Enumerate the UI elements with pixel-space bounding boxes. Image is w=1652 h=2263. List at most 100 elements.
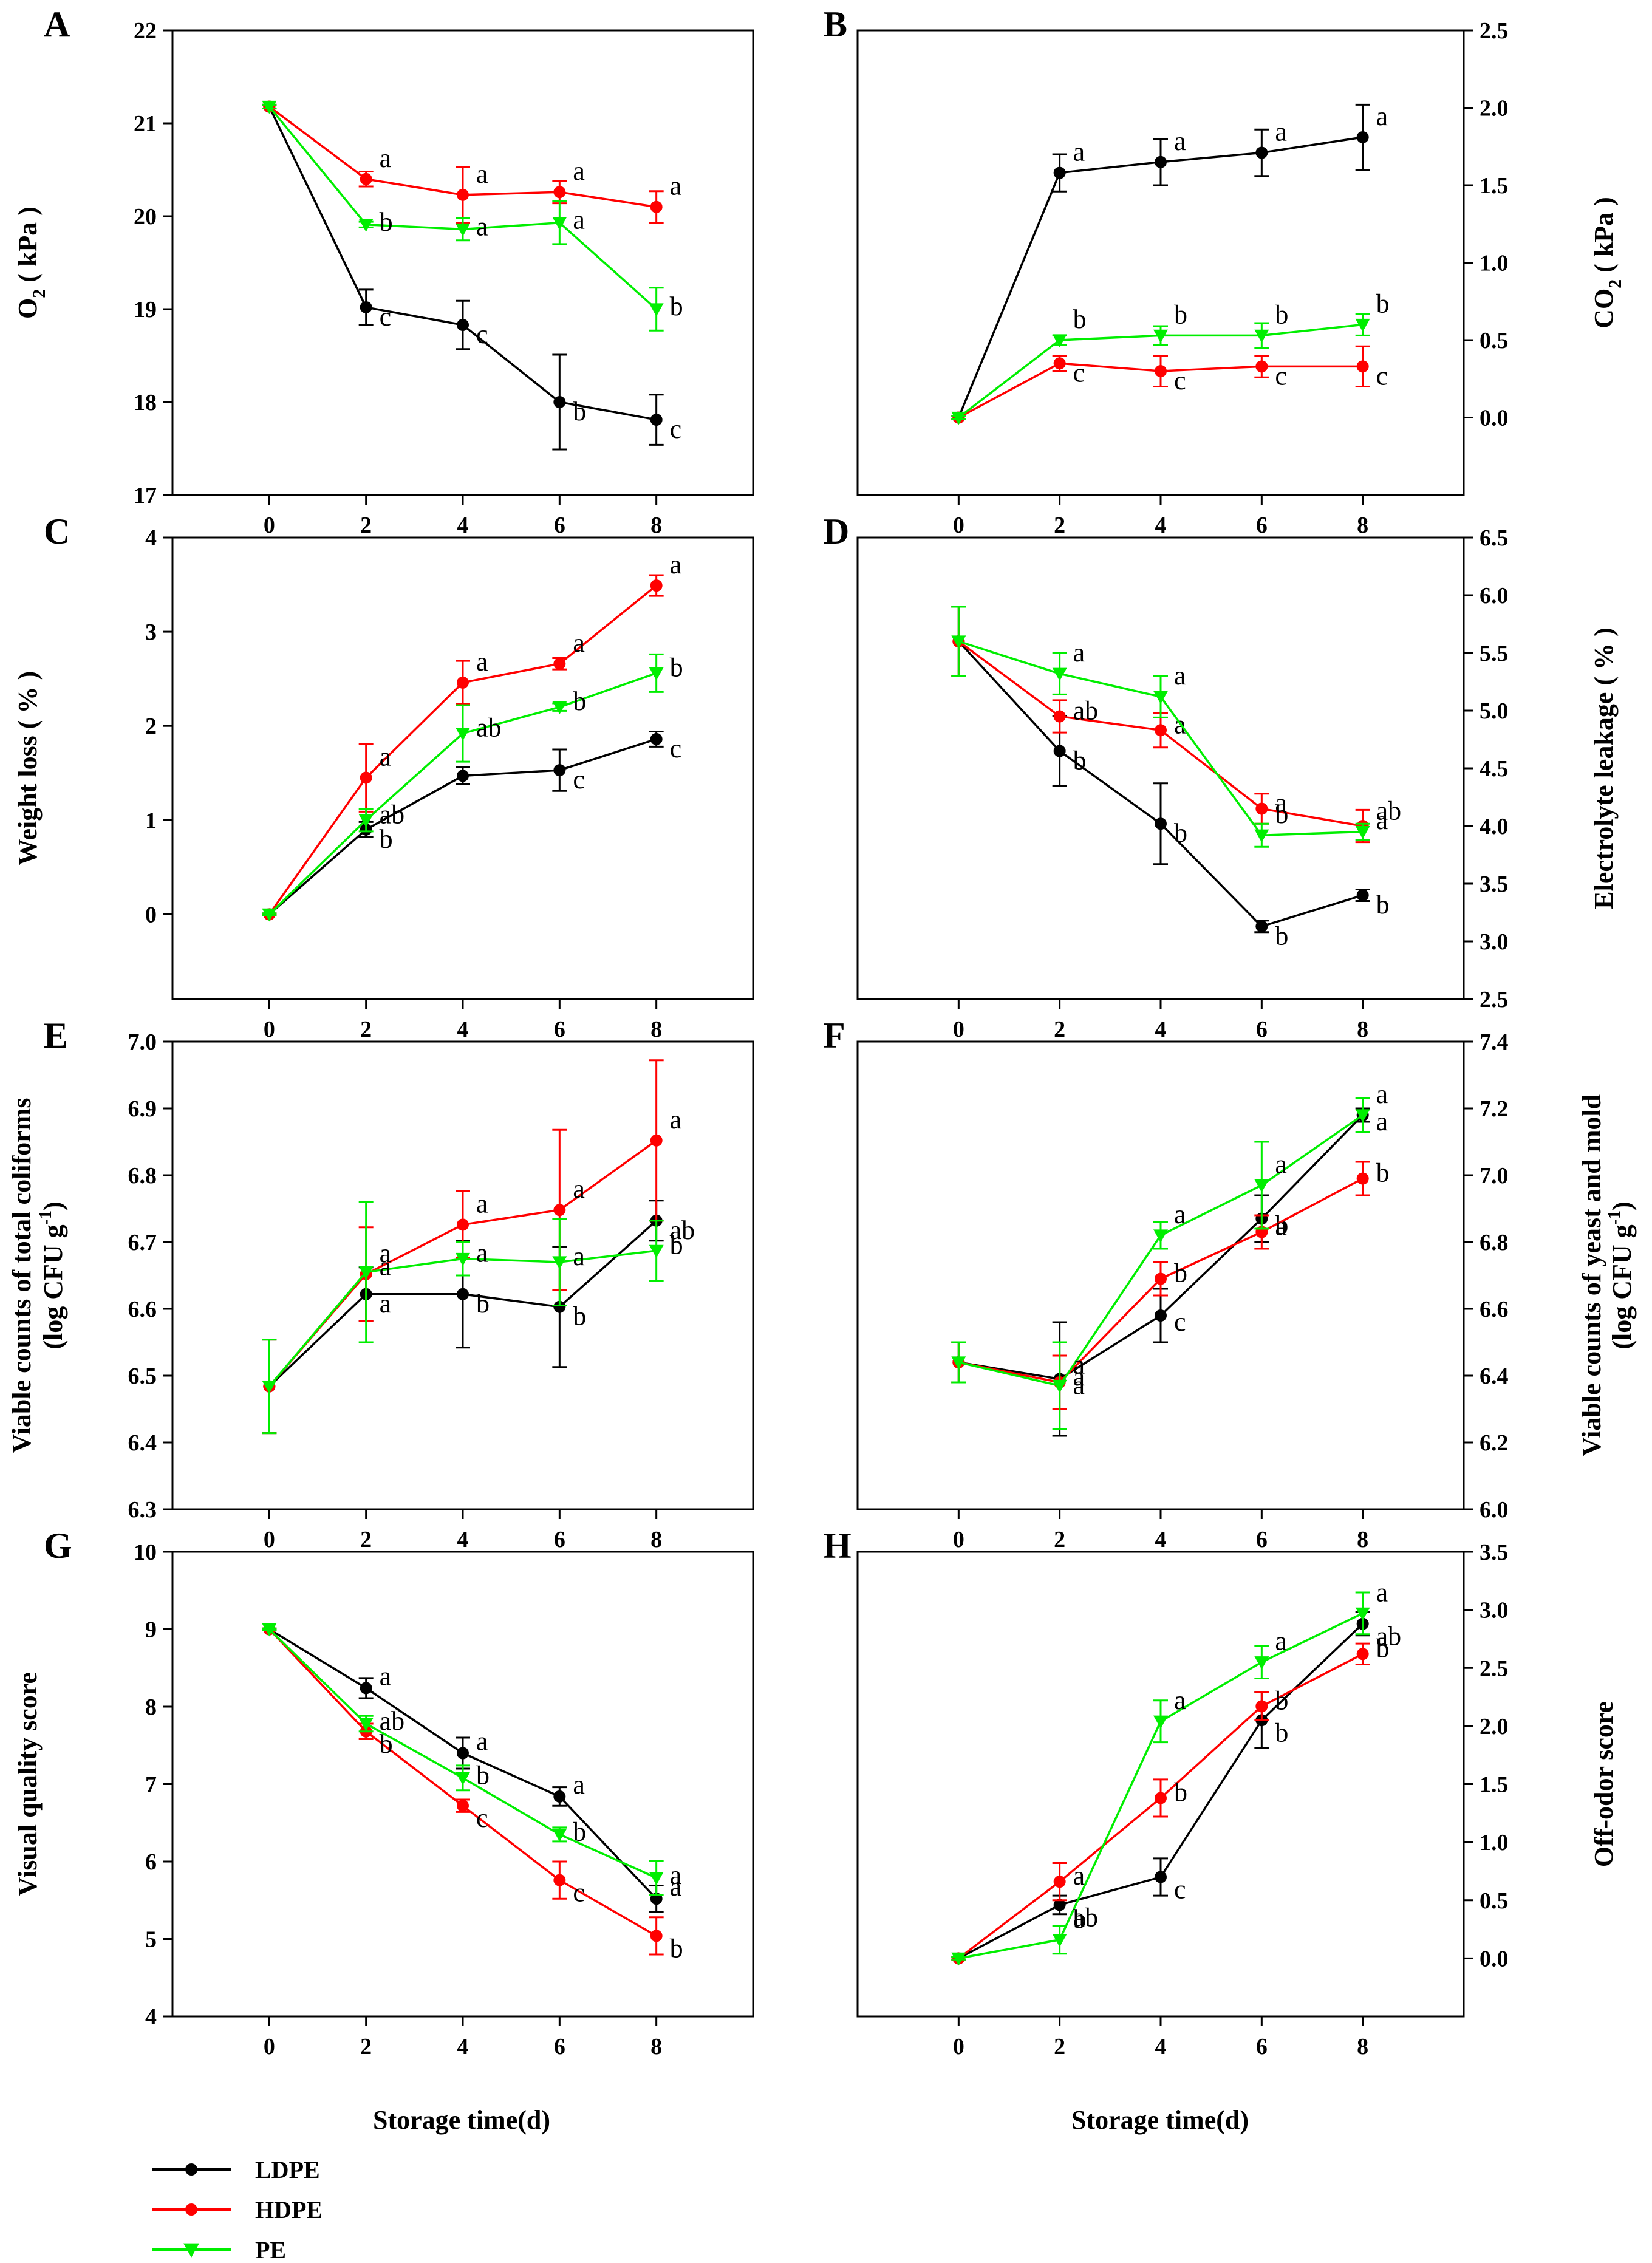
x-tick-label: 6 [1256, 1017, 1268, 1042]
x-tick-label: 4 [1155, 1017, 1167, 1042]
y-axis-title: CO2 ( kPa ) [1589, 197, 1625, 329]
significance-label: a [1275, 1626, 1287, 1656]
data-point [262, 908, 277, 922]
y-tick-label: 6.5 [128, 1364, 157, 1389]
y-tick-label: 1.5 [1480, 173, 1509, 199]
data-point [1052, 334, 1067, 347]
data-point [951, 411, 966, 425]
series-hdpe: ab aaa [951, 606, 1388, 844]
x-tick-label: 6 [1256, 513, 1268, 538]
significance-label: a [573, 205, 585, 235]
significance-label: c [476, 319, 488, 349]
y-axis-title: Viable counts of yeast and mold [1577, 1094, 1606, 1456]
y-tick-label: 2.0 [1480, 96, 1509, 121]
data-point [649, 667, 664, 681]
significance-label: c [476, 1803, 488, 1833]
x-axis-title: Storage time(d) [373, 2105, 550, 2135]
data-point [1356, 1648, 1369, 1661]
y-tick-label: 22 [134, 18, 157, 44]
x-tick-label: 4 [1155, 513, 1167, 538]
y-tick-label: 5 [145, 1927, 157, 1953]
data-point [650, 1930, 663, 1942]
x-tick-label: 0 [953, 1017, 964, 1042]
data-point [358, 814, 374, 828]
data-point [358, 1718, 374, 1732]
y-axis-unit-text: (log CFU g [1607, 1224, 1637, 1349]
data-point [1356, 889, 1369, 901]
significance-label: b [573, 1817, 586, 1846]
data-point [1356, 360, 1369, 373]
data-point [358, 1266, 374, 1280]
significance-label: a [1073, 137, 1085, 167]
y-tick-label: 7.4 [1480, 1029, 1509, 1055]
y-tick-label: 6.5 [1480, 525, 1509, 551]
y-tick-label: 6.8 [128, 1163, 157, 1189]
significance-label: ab [1376, 796, 1402, 826]
significance-label: b [670, 292, 683, 321]
x-tick-label: 8 [1357, 513, 1368, 538]
y-tick-label: 6.6 [128, 1297, 157, 1322]
data-point [1355, 1109, 1370, 1122]
significance-label: b [573, 397, 586, 426]
data-point [456, 1772, 470, 1786]
x-tick-label: 4 [457, 1017, 469, 1042]
significance-label: b [670, 1933, 683, 1963]
y-tick-label: 9 [145, 1617, 157, 1643]
series-line [268, 738, 657, 915]
x-tick-label: 0 [264, 513, 275, 538]
data-point [650, 414, 663, 426]
chart-panel-f: F 6.0 6.2 6.4 6.6 6.8 7.0 7.2 7.4 0 2 4 6 8 Viable cou… [823, 1015, 1637, 1552]
data-point [951, 1952, 966, 1966]
plot-frame [171, 29, 754, 496]
data-point [1254, 329, 1269, 343]
x-tick-label: 8 [650, 1527, 662, 1552]
data-point [553, 396, 566, 408]
data-point [1355, 1607, 1370, 1621]
x-tick-label: 4 [457, 1527, 469, 1552]
y-axis-title: Electrolyte leakage ( % ) [1589, 627, 1619, 909]
data-point [553, 1300, 566, 1313]
x-tick-label: 2 [1054, 1527, 1065, 1552]
legend-marker [185, 2203, 197, 2216]
data-point [553, 1204, 566, 1217]
series-pe: b a ab [262, 100, 683, 332]
x-tick-label: 0 [264, 1527, 275, 1552]
y-tick-label: 4 [145, 525, 157, 551]
data-point [552, 1828, 567, 1842]
y-tick-label: 1.0 [1480, 1830, 1509, 1855]
data-point [1355, 318, 1370, 332]
significance-label: ab [380, 799, 405, 829]
x-tick-label: 2 [1054, 2034, 1065, 2060]
y-tick-label: 3.0 [1480, 1598, 1509, 1623]
data-point [1254, 1179, 1269, 1193]
y-axis-unit-sup: -1 [36, 1210, 55, 1224]
data-point [1255, 146, 1268, 159]
data-point [552, 217, 567, 230]
significance-label: c [1275, 361, 1287, 391]
y-tick-label: 6.6 [1480, 1297, 1509, 1322]
legend-marker [183, 2243, 199, 2258]
data-point [457, 676, 469, 689]
significance-label: b [1174, 818, 1187, 848]
data-point [1255, 1700, 1268, 1713]
significance-label: a [1275, 1150, 1287, 1179]
y-tick-label: 10 [134, 1540, 157, 1565]
series-pe: aab ab [951, 606, 1402, 848]
significance-label: a [1073, 1861, 1085, 1891]
y-tick-label: 7 [145, 1772, 157, 1798]
y-tick-label: 5.0 [1480, 698, 1509, 724]
y-tick-label: 21 [134, 111, 157, 137]
x-tick-label: 8 [650, 513, 662, 538]
y-tick-label: 3.0 [1480, 929, 1509, 955]
y-axis-title-main: O [13, 298, 43, 319]
significance-label: a [380, 143, 392, 173]
significance-label: b [670, 1230, 683, 1260]
significance-label: a [1275, 1212, 1287, 1241]
y-axis-title: Viable counts of total coliforms [7, 1098, 36, 1453]
data-point [951, 1356, 966, 1370]
data-point [1053, 1899, 1066, 1911]
